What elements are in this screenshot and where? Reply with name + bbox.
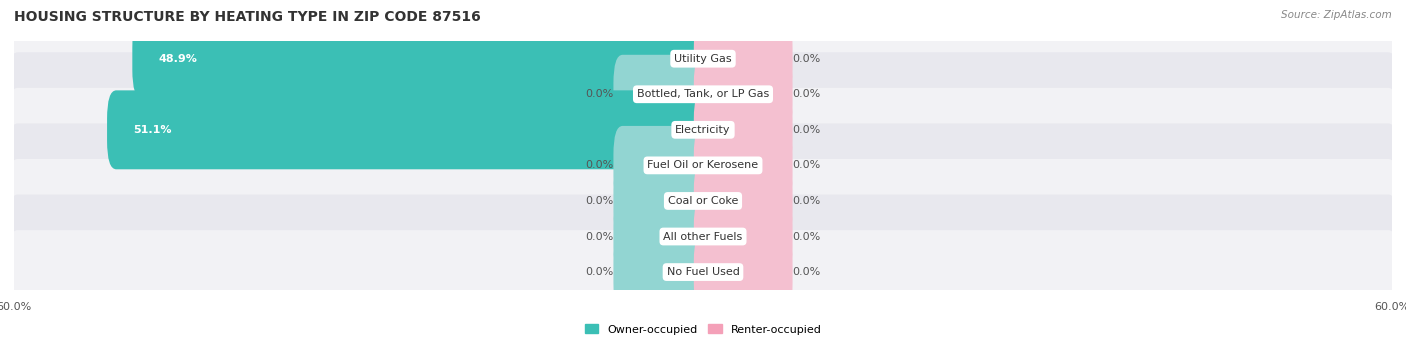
FancyBboxPatch shape (693, 55, 793, 134)
FancyBboxPatch shape (8, 123, 1398, 207)
FancyBboxPatch shape (693, 162, 793, 240)
Text: 51.1%: 51.1% (134, 125, 172, 135)
Text: No Fuel Used: No Fuel Used (666, 267, 740, 277)
Legend: Owner-occupied, Renter-occupied: Owner-occupied, Renter-occupied (581, 320, 825, 339)
FancyBboxPatch shape (693, 90, 793, 169)
Text: Coal or Coke: Coal or Coke (668, 196, 738, 206)
FancyBboxPatch shape (107, 90, 713, 169)
Text: 0.0%: 0.0% (585, 196, 613, 206)
FancyBboxPatch shape (613, 126, 713, 205)
Text: 0.0%: 0.0% (793, 267, 821, 277)
Text: All other Fuels: All other Fuels (664, 232, 742, 241)
FancyBboxPatch shape (693, 126, 793, 205)
FancyBboxPatch shape (613, 162, 713, 240)
Text: 0.0%: 0.0% (585, 89, 613, 99)
Text: Source: ZipAtlas.com: Source: ZipAtlas.com (1281, 10, 1392, 20)
Text: Utility Gas: Utility Gas (675, 54, 731, 64)
Text: 0.0%: 0.0% (585, 232, 613, 241)
Text: Fuel Oil or Kerosene: Fuel Oil or Kerosene (647, 160, 759, 170)
Text: 0.0%: 0.0% (793, 196, 821, 206)
Text: 0.0%: 0.0% (793, 89, 821, 99)
FancyBboxPatch shape (693, 197, 793, 276)
FancyBboxPatch shape (8, 159, 1398, 243)
Text: Bottled, Tank, or LP Gas: Bottled, Tank, or LP Gas (637, 89, 769, 99)
Text: Electricity: Electricity (675, 125, 731, 135)
Text: 0.0%: 0.0% (793, 125, 821, 135)
Text: 0.0%: 0.0% (793, 160, 821, 170)
FancyBboxPatch shape (693, 19, 793, 98)
FancyBboxPatch shape (8, 230, 1398, 314)
Text: 0.0%: 0.0% (585, 267, 613, 277)
FancyBboxPatch shape (693, 233, 793, 312)
Text: 0.0%: 0.0% (793, 54, 821, 64)
Text: 0.0%: 0.0% (585, 160, 613, 170)
FancyBboxPatch shape (613, 55, 713, 134)
FancyBboxPatch shape (613, 197, 713, 276)
Text: 48.9%: 48.9% (159, 54, 198, 64)
FancyBboxPatch shape (132, 19, 713, 98)
FancyBboxPatch shape (8, 52, 1398, 136)
FancyBboxPatch shape (8, 195, 1398, 279)
FancyBboxPatch shape (8, 88, 1398, 172)
Text: HOUSING STRUCTURE BY HEATING TYPE IN ZIP CODE 87516: HOUSING STRUCTURE BY HEATING TYPE IN ZIP… (14, 10, 481, 24)
Text: 0.0%: 0.0% (793, 232, 821, 241)
FancyBboxPatch shape (8, 17, 1398, 101)
FancyBboxPatch shape (613, 233, 713, 312)
